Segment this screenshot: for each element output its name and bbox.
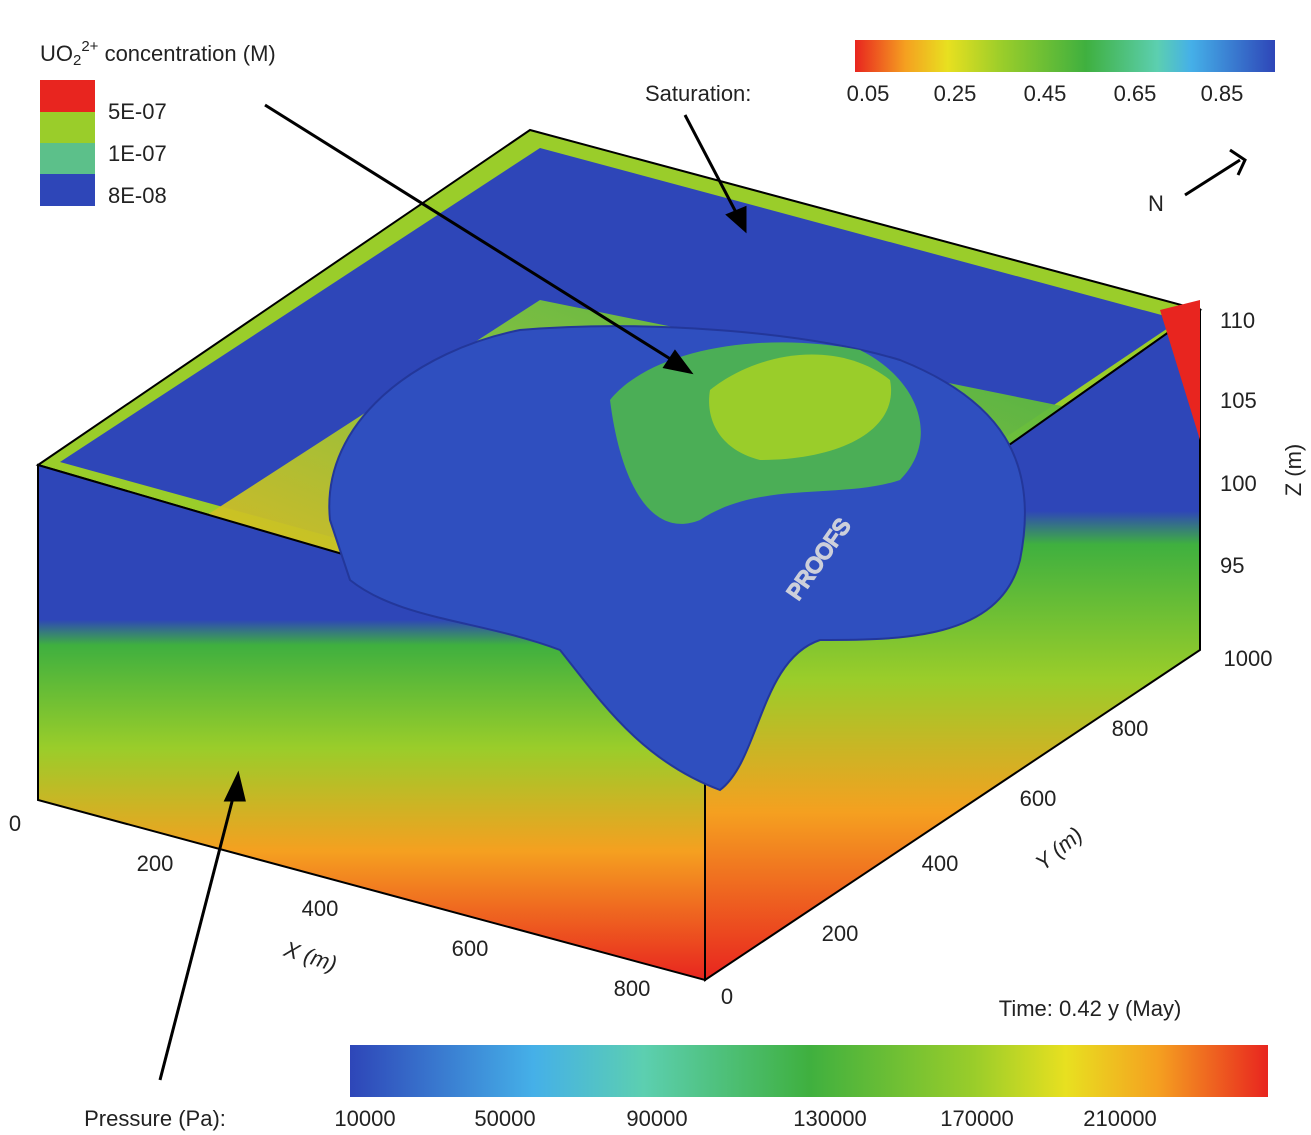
saturation-tick: 0.65: [1114, 81, 1157, 106]
compass-arrow: [1185, 150, 1245, 195]
saturation-colorbar: [855, 40, 1275, 72]
time-label: Time: 0.42 y (May): [999, 996, 1182, 1021]
z-tick: 105: [1220, 388, 1257, 413]
pressure-tick: 130000: [793, 1106, 866, 1131]
saturation-tick: 0.45: [1024, 81, 1067, 106]
pressure-tick: 10000: [334, 1106, 395, 1131]
x-tick: 400: [302, 896, 339, 921]
saturation-label: Saturation:: [645, 81, 751, 106]
y-tick: 800: [1112, 716, 1149, 741]
y-axis-label: Y (m): [1030, 822, 1087, 875]
x-tick: 800: [614, 976, 651, 1001]
legend-label: 5E-07: [108, 99, 167, 124]
figure: UO22+ concentration (M) 5E-07 1E-07 8E-0…: [0, 0, 1311, 1135]
z-tick: 95: [1220, 553, 1244, 578]
legend-title: UO22+ concentration (M): [40, 38, 276, 69]
z-tick: 110: [1220, 308, 1255, 333]
z-tick: 100: [1220, 471, 1257, 496]
pressure-tick: 170000: [940, 1106, 1013, 1131]
legend-swatch: [40, 174, 95, 206]
pressure-tick: 90000: [626, 1106, 687, 1131]
pressure-label: Pressure (Pa):: [84, 1106, 226, 1131]
legend-swatch: [40, 80, 95, 112]
saturation-tick: 0.85: [1201, 81, 1244, 106]
pressure-tick: 50000: [474, 1106, 535, 1131]
y-tick: 400: [922, 851, 959, 876]
legend-swatch: [40, 143, 95, 174]
saturation-tick: 0.25: [934, 81, 977, 106]
y-tick: 1000: [1224, 646, 1273, 671]
x-axis-label: X (m): [280, 936, 340, 977]
legend-swatch: [40, 112, 95, 143]
y-tick: 0: [721, 984, 733, 1009]
saturation-tick: 0.05: [847, 81, 890, 106]
legend-label: 1E-07: [108, 141, 167, 166]
y-tick: 200: [822, 921, 859, 946]
legend-label: 8E-08: [108, 183, 167, 208]
pressure-tick: 210000: [1083, 1106, 1156, 1131]
x-tick: 0: [9, 811, 21, 836]
pressure-colorbar: [350, 1045, 1268, 1097]
x-tick: 600: [452, 936, 489, 961]
y-tick: 600: [1020, 786, 1057, 811]
z-axis-label: Z (m): [1281, 444, 1306, 497]
x-tick: 200: [137, 851, 174, 876]
compass: N: [1148, 191, 1164, 216]
